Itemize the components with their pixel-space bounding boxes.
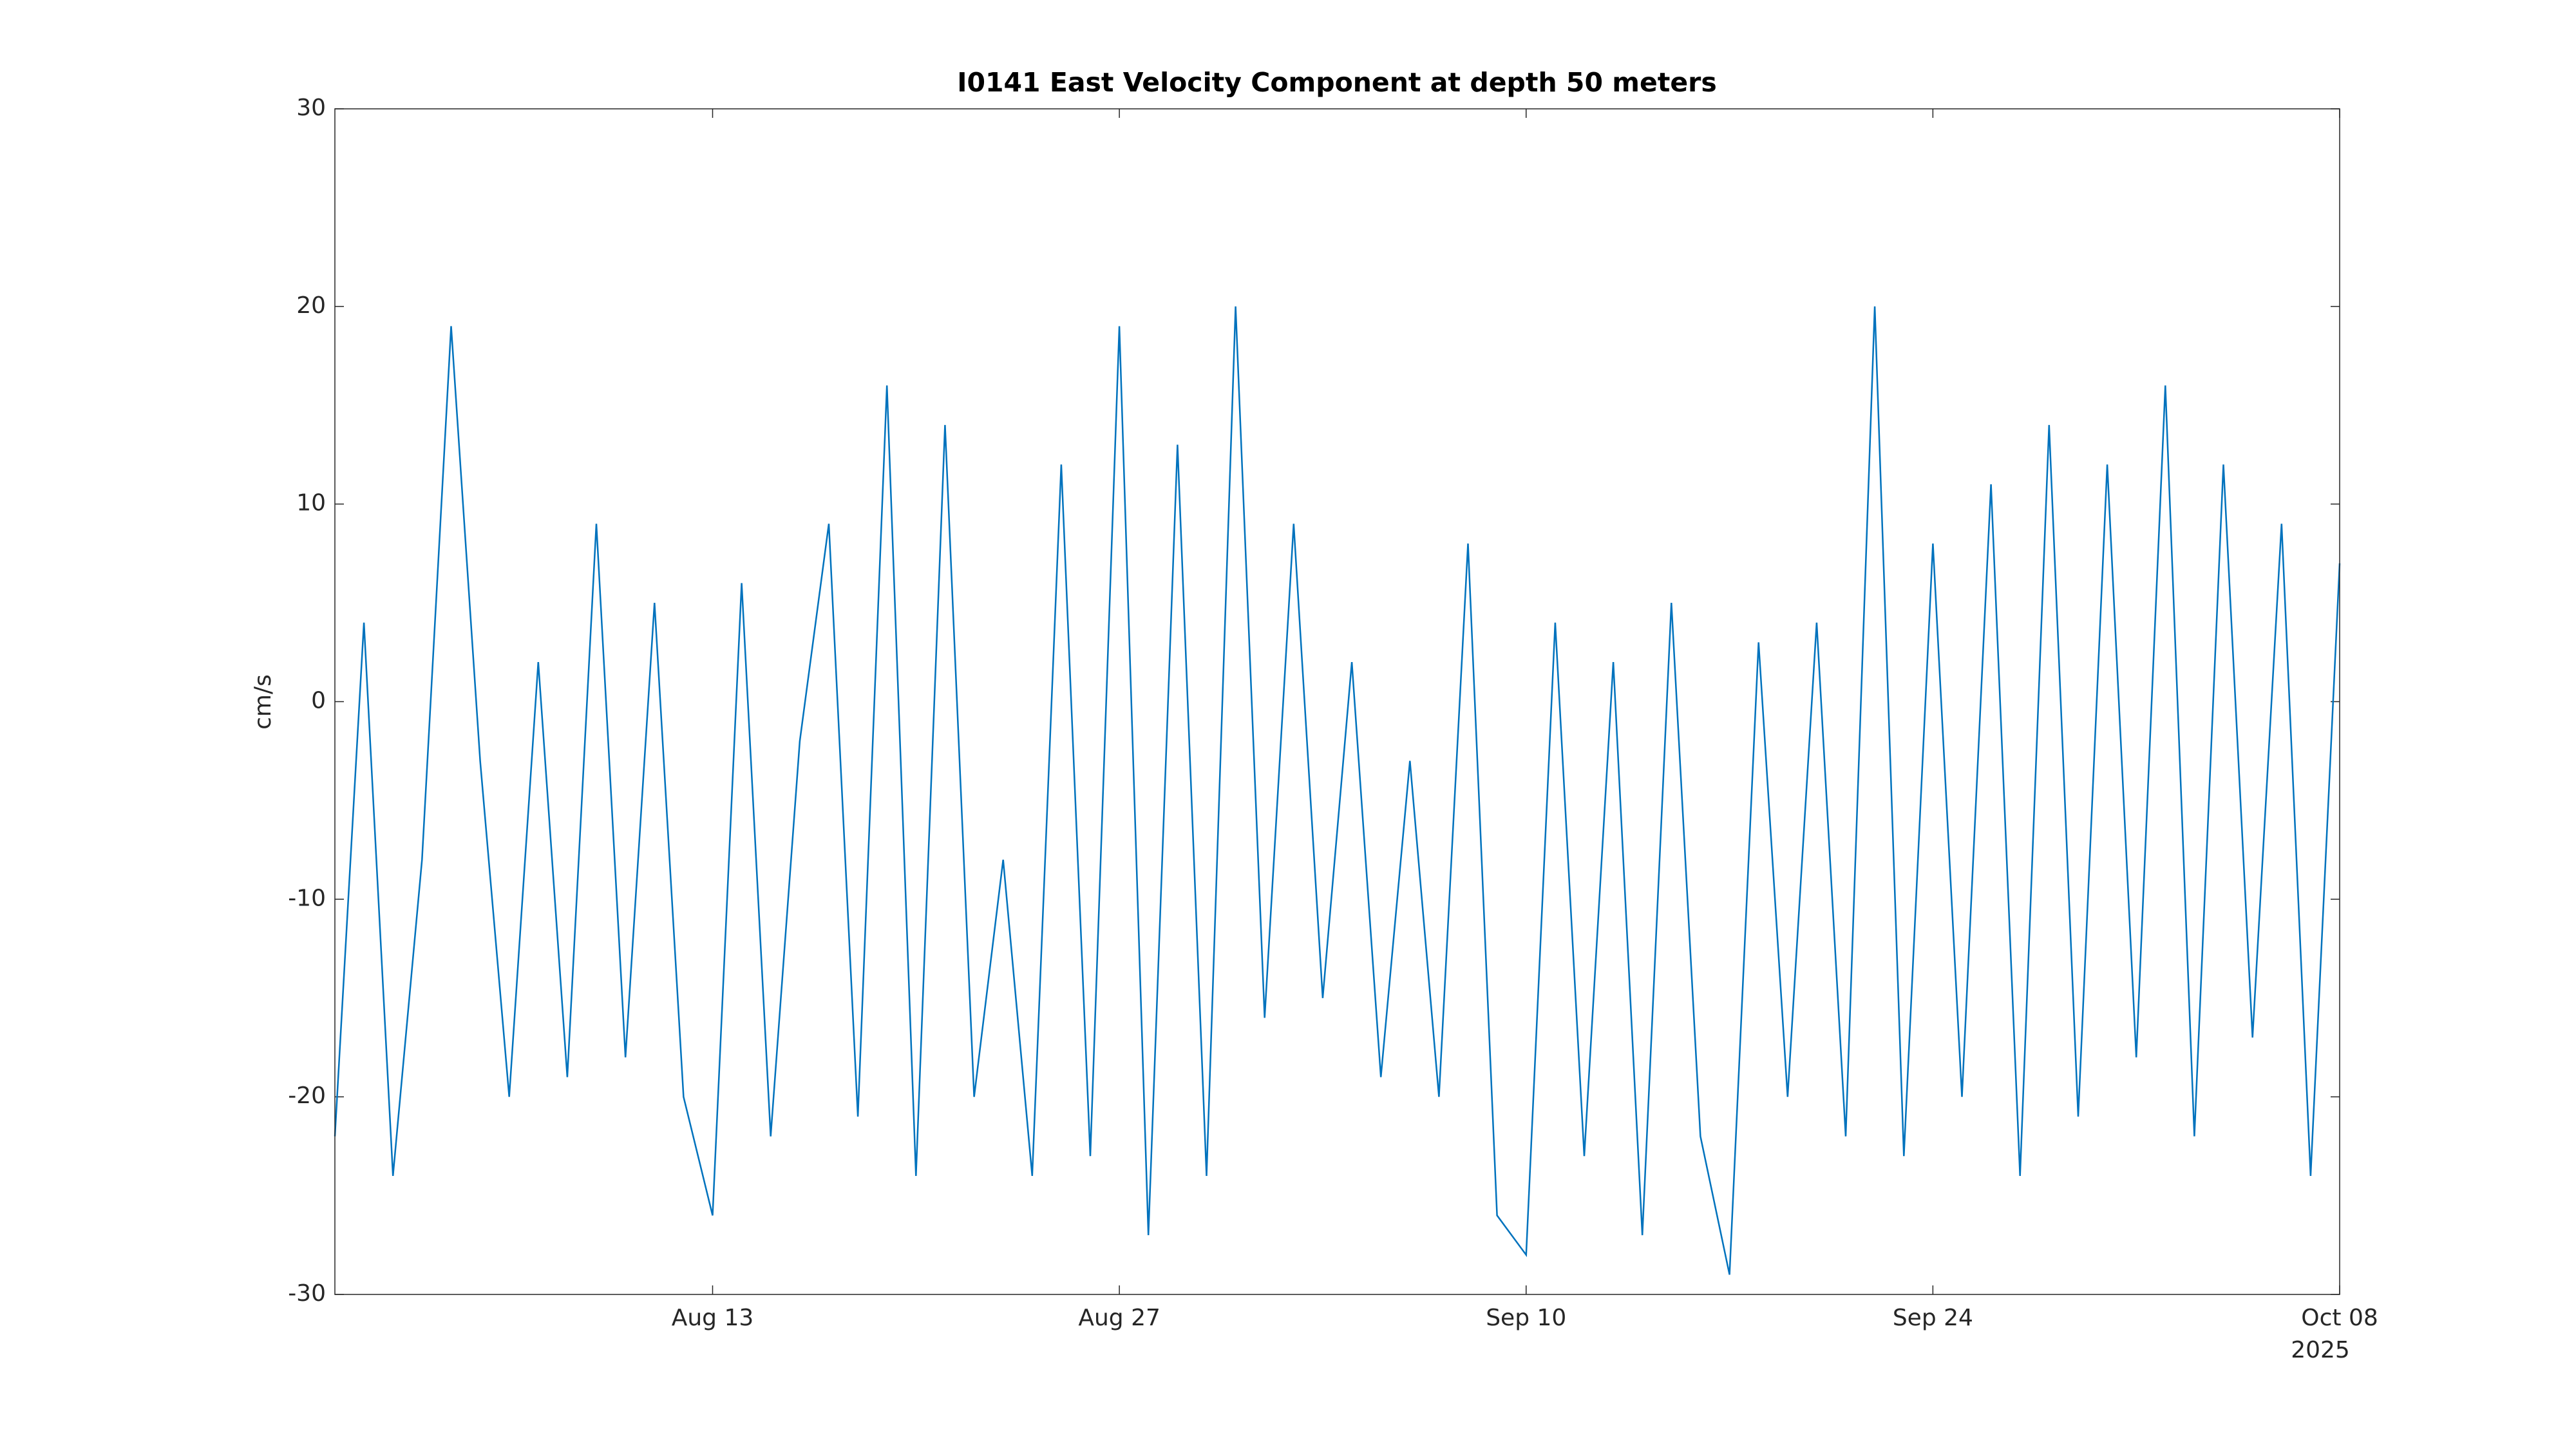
- x-year-label: 2025: [2291, 1337, 2350, 1363]
- data-line: [334, 306, 2341, 1275]
- y-tick-label: -30: [288, 1280, 326, 1307]
- y-tick-label: -10: [288, 885, 326, 911]
- y-tick-label: 30: [296, 95, 326, 121]
- y-tick-label: 0: [311, 688, 326, 714]
- y-axis-label: cm/s: [250, 674, 276, 730]
- y-tick-label: -20: [288, 1083, 326, 1109]
- x-tick-label: Aug 27: [1078, 1305, 1160, 1331]
- x-tick-label: Oct 08: [2301, 1305, 2378, 1331]
- chart-title: I0141 East Velocity Component at depth 5…: [957, 67, 1717, 98]
- x-tick-label: Sep 24: [1893, 1305, 1973, 1331]
- x-tick-label: Aug 13: [672, 1305, 754, 1331]
- y-tick-label: 20: [296, 292, 326, 319]
- axes-box: [334, 108, 2340, 1295]
- x-tick-label: Sep 10: [1486, 1305, 1566, 1331]
- y-tick-label: 10: [296, 490, 326, 516]
